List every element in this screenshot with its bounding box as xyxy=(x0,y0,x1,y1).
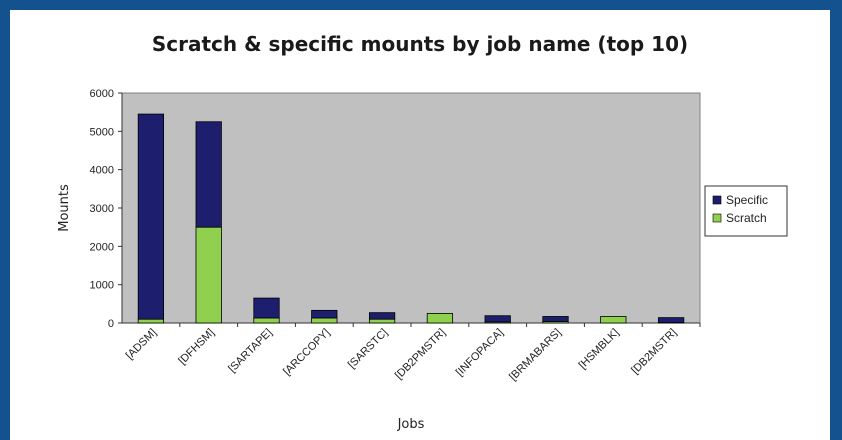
y-tick-label: 3000 xyxy=(90,203,114,215)
x-tick-label: [BRMABARS] xyxy=(507,327,563,383)
bar-scratch xyxy=(253,317,280,324)
bar-specific xyxy=(368,312,396,320)
y-axis-title: Mounts xyxy=(57,184,72,232)
chart-panel: Scratch & specific mounts by job name (t… xyxy=(10,10,830,440)
x-tick-label: [HSMBLK] xyxy=(577,327,622,372)
x-tick-label: [SARSTC] xyxy=(346,327,390,371)
y-tick-label: 4000 xyxy=(90,165,114,177)
x-tick-label: [ARCCOPY] xyxy=(281,327,332,378)
bar-scratch xyxy=(137,318,165,324)
chart-title: Scratch & specific mounts by job name (t… xyxy=(151,32,689,56)
y-tick-label: 6000 xyxy=(90,88,114,100)
bar-specific xyxy=(137,113,165,320)
y-tick-label: 2000 xyxy=(90,241,114,253)
bar-specific xyxy=(657,317,685,324)
y-tick-label: 5000 xyxy=(90,126,114,138)
bar-scratch xyxy=(426,313,454,324)
x-tick-label: [DFHSM] xyxy=(176,327,216,367)
y-tick-label: 0 xyxy=(108,318,114,330)
bar-specific xyxy=(484,315,511,323)
bar-specific xyxy=(195,121,222,228)
x-tick-label: [INFOPACA] xyxy=(454,327,506,379)
x-tick-label: [DB2PMSTR] xyxy=(393,327,448,382)
legend-swatch-scratch xyxy=(712,213,722,223)
bar-specific xyxy=(542,316,569,322)
legend-label-specific: Specific xyxy=(726,193,768,207)
x-axis-title: Jobs xyxy=(397,417,425,432)
bar-scratch xyxy=(195,226,222,324)
bar-scratch xyxy=(600,316,627,324)
x-tick-label: [ADSM] xyxy=(124,327,159,362)
x-tick-label: [SARTAPE] xyxy=(226,327,274,375)
bar-scratch xyxy=(368,318,396,324)
legend-box xyxy=(704,185,788,237)
y-tick-label: 1000 xyxy=(90,280,114,292)
bar-scratch xyxy=(311,317,338,324)
x-tick-label: [DB2MSTR] xyxy=(629,327,679,377)
legend-swatch-specific xyxy=(712,195,722,205)
bar-specific xyxy=(253,297,280,319)
legend-label-scratch: Scratch xyxy=(726,211,767,225)
bar-specific xyxy=(311,309,338,319)
